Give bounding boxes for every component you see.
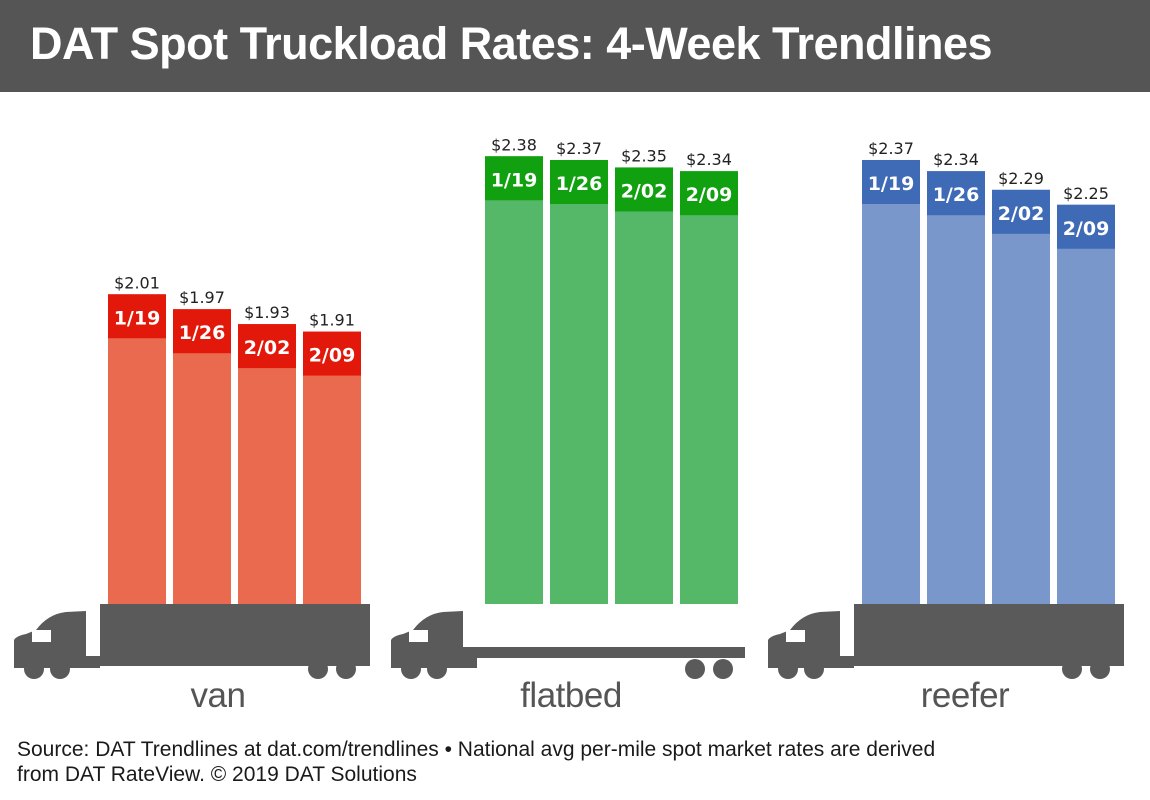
bar-date-band-flatbed-1/19 (485, 156, 543, 201)
chart-area: 1/19 $2.01 1/26 $1.97 2/02 $1.93 2/09 $1.91 1/19… (14, 135, 1124, 679)
bar-reefer-1/19 (862, 159, 920, 605)
bar-date-band-reefer-1/26 (927, 171, 985, 216)
footer-source-line2: from DAT RateView. © 2019 DAT Solutions (17, 763, 417, 786)
bar-flatbed-1/19 (485, 156, 543, 604)
truck-wheel (308, 659, 328, 679)
cab-window (786, 630, 805, 642)
bar-date-band-van-2/09 (303, 331, 361, 376)
bar-value-label: $2.01 (114, 273, 160, 292)
category-label-flatbed: flatbed (520, 676, 622, 715)
bar-date-band-flatbed-1/26 (550, 159, 608, 204)
truck-wheel (685, 659, 705, 679)
bar-van-2/02 (238, 324, 296, 604)
truck-cab-icon (14, 611, 100, 668)
bar-date-band-reefer-1/19 (862, 159, 920, 204)
bar-date-label: 2/02 (998, 203, 1045, 225)
header-banner: DAT Spot Truckload Rates: 4-Week Trendli… (0, 0, 1150, 92)
truck-wheel (713, 659, 733, 679)
truck-wheel (778, 659, 798, 679)
bar-date-label: 2/02 (244, 337, 291, 359)
bar-reefer-2/09 (1057, 204, 1115, 604)
bar-date-band-flatbed-2/02 (615, 167, 673, 212)
bar-date-band-reefer-2/09 (1057, 204, 1115, 249)
bar-van-2/09 (303, 331, 361, 604)
bar-date-band-van-1/26 (173, 309, 231, 354)
category-label-van: van (190, 676, 246, 715)
bar-value-label: $2.29 (998, 169, 1044, 188)
truck-wheel (1062, 659, 1082, 679)
bar-date-label: 1/19 (491, 169, 538, 191)
truck-wheel (804, 659, 824, 679)
bar-date-label: 1/26 (556, 173, 603, 195)
bar-date-label: 2/09 (1063, 218, 1110, 240)
bar-date-band-van-2/02 (238, 324, 296, 369)
truck-wheel (24, 659, 44, 679)
category-label-reefer: reefer (920, 676, 1010, 715)
bar-date-band-reefer-2/02 (992, 189, 1050, 234)
bar-date-band-flatbed-2/09 (680, 171, 738, 216)
truck-wheel (427, 659, 447, 679)
bar-value-label: $1.97 (179, 288, 225, 307)
bar-date-band-van-1/19 (108, 294, 166, 339)
bar-flatbed-1/26 (550, 159, 608, 605)
bar-van-1/26 (173, 309, 231, 604)
bar-reefer-2/02 (992, 189, 1050, 604)
bar-date-label: 1/19 (868, 173, 915, 195)
truck-wheel (1090, 659, 1110, 679)
truck-wheel (401, 659, 421, 679)
bar-date-label: 2/09 (686, 184, 733, 206)
bar-value-label: $1.93 (244, 303, 290, 322)
bar-date-label: 2/09 (309, 345, 356, 367)
bar-value-label: $2.38 (491, 135, 537, 154)
flatbed-deck (463, 647, 745, 658)
bar-date-label: 1/26 (933, 184, 980, 206)
truck-cab-icon (768, 611, 854, 668)
trailer-box (854, 604, 1124, 666)
cab-window (409, 630, 428, 642)
cab-window (32, 630, 51, 642)
bar-value-label: $2.37 (868, 139, 914, 158)
bar-flatbed-2/09 (680, 171, 738, 604)
bar-value-label: $2.35 (621, 146, 667, 165)
bar-reefer-1/26 (927, 171, 985, 604)
bar-date-label: 1/19 (114, 307, 161, 329)
bar-value-label: $2.34 (933, 150, 979, 169)
footer-source-line1: Source: DAT Trendlines at dat.com/trendl… (17, 738, 936, 761)
chart-title: DAT Spot Truckload Rates: 4-Week Trendli… (30, 18, 993, 69)
bar-value-label: $1.91 (309, 311, 355, 330)
bar-date-label: 2/02 (621, 180, 668, 202)
bar-date-label: 1/26 (179, 322, 226, 344)
truck-wheel (50, 659, 70, 679)
bar-van-1/19 (108, 294, 166, 604)
bar-flatbed-2/02 (615, 167, 673, 604)
trailer-box (100, 604, 370, 666)
bar-value-label: $2.34 (686, 150, 732, 169)
bar-value-label: $2.25 (1063, 184, 1109, 203)
bar-value-label: $2.37 (556, 139, 602, 158)
truck-wheel (336, 659, 356, 679)
